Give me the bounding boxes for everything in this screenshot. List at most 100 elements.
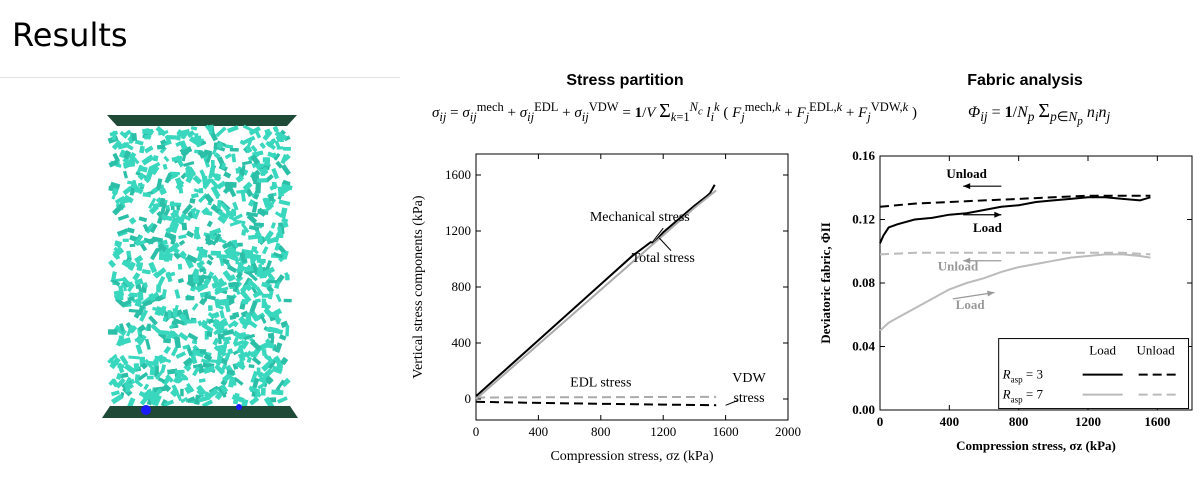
stress-formula: σij = σijmech + σijEDL + σijVDW = 1/V Σk… xyxy=(432,100,917,124)
particle xyxy=(235,258,239,265)
particle xyxy=(198,187,204,194)
particle xyxy=(262,166,269,174)
particle xyxy=(266,280,278,284)
particle xyxy=(170,171,180,176)
particle xyxy=(174,375,183,384)
particle xyxy=(232,201,239,211)
particle xyxy=(145,360,158,367)
particle xyxy=(176,205,181,211)
particle xyxy=(192,175,203,185)
particle xyxy=(207,305,213,312)
x-axis-label: Compression stress, σz (kPa) xyxy=(550,449,713,464)
particle xyxy=(239,139,246,146)
particle xyxy=(249,300,258,314)
particle xyxy=(186,130,196,139)
particle xyxy=(132,181,140,193)
particle xyxy=(144,145,154,154)
particle xyxy=(178,331,189,341)
particle xyxy=(181,146,193,155)
particle xyxy=(272,125,279,133)
arrow-head xyxy=(963,257,971,264)
particle xyxy=(177,263,183,270)
particle xyxy=(137,324,147,333)
particle xyxy=(274,342,283,353)
particle xyxy=(262,157,270,163)
particle xyxy=(109,357,116,367)
particle xyxy=(139,396,149,406)
particle xyxy=(270,308,283,319)
x-tick-label: 800 xyxy=(1009,414,1028,429)
particle xyxy=(145,338,151,350)
particle xyxy=(272,251,284,259)
particle xyxy=(178,234,187,240)
x-tick-label: 0 xyxy=(473,424,480,439)
particle xyxy=(160,355,167,363)
particle xyxy=(148,315,158,326)
particle xyxy=(266,236,279,245)
particle xyxy=(118,285,125,297)
particle xyxy=(158,329,169,336)
particle xyxy=(169,388,179,398)
particle xyxy=(187,332,199,342)
particle xyxy=(257,235,263,244)
particle xyxy=(251,201,258,213)
particle xyxy=(242,181,253,192)
particle xyxy=(128,308,141,313)
y-tick-label: 800 xyxy=(452,279,472,294)
slide-title: Results xyxy=(12,16,128,54)
particle xyxy=(214,287,222,294)
particle xyxy=(282,146,291,151)
particle xyxy=(228,281,237,288)
x-tick-label: 2000 xyxy=(775,424,801,439)
particle xyxy=(137,336,142,343)
particle xyxy=(127,261,136,271)
particle xyxy=(122,299,132,307)
series-line xyxy=(879,253,1151,332)
particle xyxy=(236,189,247,194)
particle xyxy=(238,251,248,264)
particle xyxy=(141,154,155,166)
particle xyxy=(192,349,201,357)
x-tick-label: 0 xyxy=(877,414,884,429)
marker-particle xyxy=(141,405,151,415)
particle xyxy=(270,222,277,229)
particle xyxy=(208,167,215,179)
particle xyxy=(157,377,166,384)
particle xyxy=(167,368,178,375)
particle xyxy=(203,277,211,286)
particle xyxy=(123,285,127,292)
particle xyxy=(248,364,255,369)
particle xyxy=(189,197,196,204)
particle xyxy=(277,244,287,255)
particle xyxy=(257,371,264,379)
particle xyxy=(277,396,288,404)
particle xyxy=(233,339,245,347)
particle xyxy=(201,399,214,408)
particle xyxy=(137,305,145,316)
particle xyxy=(214,192,220,199)
particle xyxy=(224,352,231,361)
particle xyxy=(186,396,196,404)
particle xyxy=(116,335,125,347)
particle xyxy=(177,277,185,284)
particle xyxy=(108,159,119,168)
particle xyxy=(180,213,192,222)
particle xyxy=(119,354,129,366)
particle xyxy=(173,251,182,260)
particle xyxy=(174,369,185,374)
particle xyxy=(264,128,271,135)
arrow-head xyxy=(987,290,995,297)
particle xyxy=(151,236,164,243)
particle xyxy=(239,286,246,293)
particle xyxy=(165,271,173,283)
particle xyxy=(122,129,132,139)
particle xyxy=(198,267,206,273)
particle xyxy=(169,236,176,244)
particle xyxy=(223,171,232,179)
particle xyxy=(251,356,262,366)
annotation: EDL stress xyxy=(570,375,631,390)
particle xyxy=(154,306,163,316)
particle xyxy=(160,202,167,215)
particle xyxy=(111,193,117,200)
particle xyxy=(260,387,266,396)
